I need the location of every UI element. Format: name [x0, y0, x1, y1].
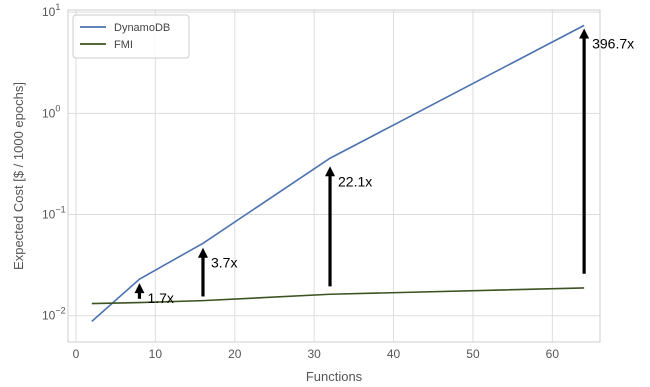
x-tick-label: 20 — [228, 347, 242, 361]
annotation-label: 1.7x — [147, 290, 173, 306]
annotation-label: 3.7x — [211, 255, 237, 271]
series-line-dynamodb — [91, 24, 585, 322]
plot-frame — [67, 9, 601, 343]
x-tick-label: 30 — [307, 347, 321, 361]
legend-box — [72, 14, 190, 59]
legend: DynamoDB FMI — [72, 14, 190, 59]
x-tick-label: 40 — [387, 347, 401, 361]
annotation-arrow-head — [134, 283, 145, 294]
annotation-arrow-head — [197, 247, 208, 258]
series-layer — [91, 24, 585, 322]
y-tick-label: 100 — [42, 103, 60, 120]
annotation-label: 22.1x — [338, 173, 372, 189]
x-tick-label: 60 — [546, 347, 560, 361]
y-tick-labels: 10−2 10−1 100 101 — [42, 2, 66, 323]
annotation-layer: 1.7x 3.7x 22.1x 396.7x — [134, 28, 634, 306]
legend-label-fmi: FMI — [114, 39, 133, 51]
y-tick-label: 10−1 — [42, 205, 66, 222]
y-axis-label: Expected Cost [$ / 1000 epochs] — [11, 82, 26, 270]
annotation-label: 396.7x — [592, 35, 634, 51]
annotation-arrow-head — [325, 166, 336, 177]
grid — [68, 10, 600, 342]
x-tick-label: 0 — [73, 347, 80, 361]
y-tick-label: 10−2 — [42, 306, 66, 323]
y-tick-label: 101 — [42, 2, 60, 19]
x-tick-labels: 0 10 20 30 40 50 60 — [73, 347, 560, 361]
annotation-arrow-head — [579, 28, 590, 39]
x-tick-label: 50 — [466, 347, 480, 361]
series-line-fmi — [91, 287, 585, 305]
x-tick-label: 10 — [149, 347, 163, 361]
x-axis-label: Functions — [306, 369, 363, 384]
legend-label-dynamodb: DynamoDB — [114, 22, 170, 34]
